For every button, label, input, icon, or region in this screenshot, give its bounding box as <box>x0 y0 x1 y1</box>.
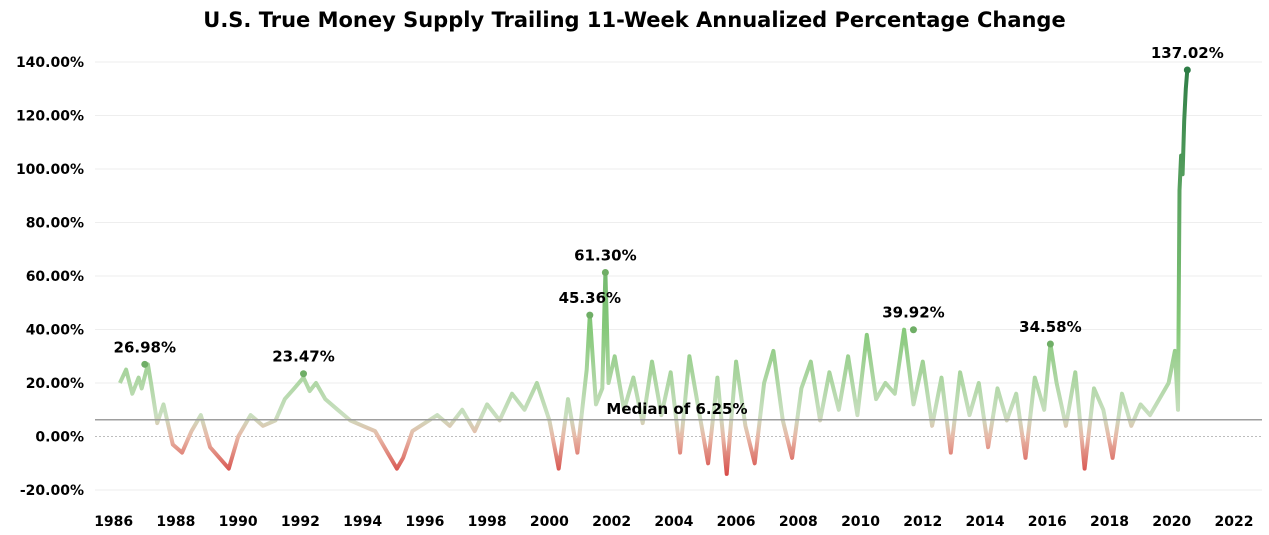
x-tick-label: 1998 <box>468 514 507 530</box>
x-tick-label: 2000 <box>530 514 569 530</box>
peak-label: 39.92% <box>882 304 944 322</box>
peak-marker <box>909 326 917 334</box>
x-tick-label: 2006 <box>717 514 756 530</box>
x-tick-label: 2008 <box>779 514 818 530</box>
peak-label: 61.30% <box>574 247 636 265</box>
x-tick-label: 2010 <box>841 514 880 530</box>
peak-marker <box>586 311 594 319</box>
x-tick-label: 1990 <box>219 514 258 530</box>
x-tick-label: 2004 <box>654 514 693 530</box>
x-tick-label: 2020 <box>1152 514 1191 530</box>
y-tick-label: 20.00% <box>26 376 84 392</box>
series-polyline <box>118 69 1190 476</box>
peak-label: 34.58% <box>1019 318 1081 336</box>
data-labels: 26.98% 23.47% 45.36% 61.30% 39.92% 34.58% 137.… <box>114 44 1224 378</box>
y-tick-label: 0.00% <box>35 430 84 446</box>
x-tick-label: 1992 <box>281 514 320 530</box>
peak-marker <box>300 370 308 378</box>
peak-label: 23.47% <box>272 348 334 366</box>
peak-label: 26.98% <box>114 338 176 356</box>
x-axis-ticks: 1986 1988 1990 1992 1994 1996 1998 2000 2002 2004… <box>94 514 1253 530</box>
x-tick-label: 2002 <box>592 514 631 530</box>
x-tick-label: 1986 <box>94 514 133 530</box>
peak-label: 137.02% <box>1151 44 1224 62</box>
y-tick-label: 120.00% <box>16 109 84 125</box>
gridlines <box>95 61 1262 491</box>
series-line <box>118 69 1190 476</box>
peak-marker <box>1046 340 1054 348</box>
y-tick-label: 140.00% <box>16 55 84 71</box>
peak-marker <box>1183 66 1191 74</box>
peak-marker <box>601 269 609 277</box>
peak-label: 45.36% <box>559 289 621 307</box>
x-tick-label: 1994 <box>343 514 382 530</box>
x-tick-label: 2022 <box>1215 514 1254 530</box>
x-tick-label: 2012 <box>903 514 942 530</box>
y-axis-ticks: -20.00% 0.00% 20.00% 40.00% 60.00% 80.00% 100.… <box>16 55 84 499</box>
y-tick-label: 40.00% <box>26 323 84 339</box>
y-tick-label: 80.00% <box>26 216 84 232</box>
x-tick-label: 1996 <box>405 514 444 530</box>
x-tick-label: 2018 <box>1090 514 1129 530</box>
y-tick-label: -20.00% <box>20 483 84 499</box>
x-tick-label: 2016 <box>1028 514 1067 530</box>
x-tick-label: 1988 <box>156 514 195 530</box>
y-tick-label: 60.00% <box>26 269 84 285</box>
peak-marker <box>141 360 149 368</box>
median-label: Median of 6.25% <box>606 400 747 418</box>
chart-title: U.S. True Money Supply Trailing 11-Week … <box>203 8 1066 32</box>
y-tick-label: 100.00% <box>16 162 84 178</box>
x-tick-label: 2014 <box>966 514 1005 530</box>
